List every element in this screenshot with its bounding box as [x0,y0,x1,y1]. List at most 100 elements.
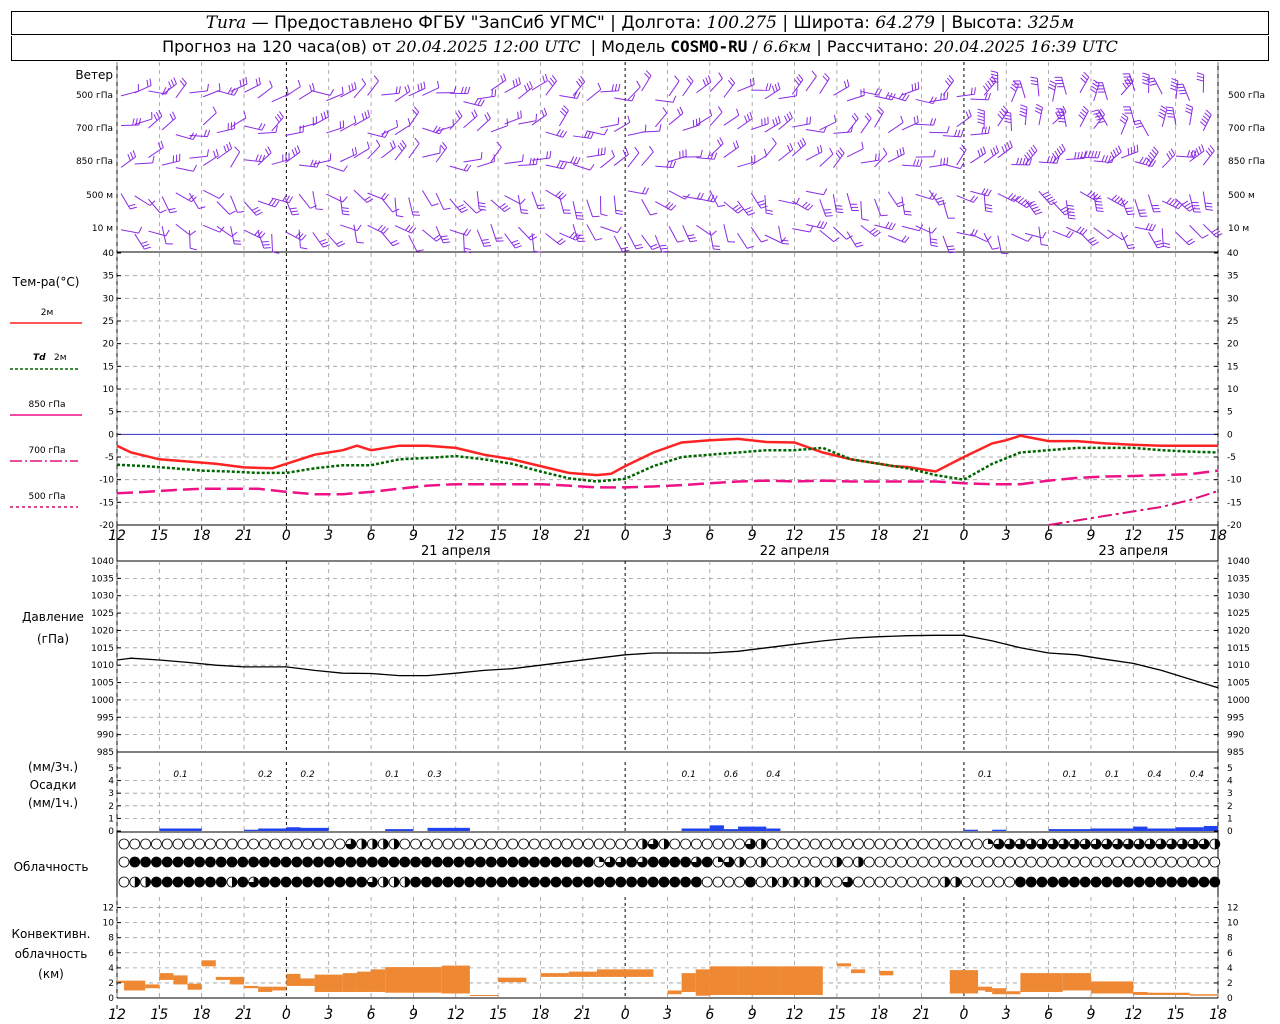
wind-barb-feather [1046,155,1050,163]
wind-barb-feather [513,242,521,246]
wind-barb-shaft [394,197,398,216]
convective-bar [159,973,174,980]
cloud-symbol [917,876,929,888]
alt-label: Высота: [951,13,1023,33]
conv-xtick-label: 15 [1167,1007,1185,1023]
wind-barb-feather [960,162,965,169]
pressure-unit: (гПа) [37,632,69,646]
wind-barb-shaft [216,128,235,134]
wind-barb-feather [775,117,778,125]
wind-barb-shaft [641,198,651,216]
wind-barb-shaft [326,93,344,102]
cloud-symbol-fill [804,877,810,887]
wind-barb-feather [1042,231,1047,239]
wind-barb-feather [420,82,423,90]
cloud-symbol [593,876,605,888]
cloud-symbol-fill [232,877,237,887]
temp-ytick-right: -20 [1227,521,1242,531]
wind-barb-feather [916,115,919,123]
wind-barb-feather [1136,125,1144,129]
wind-barb-shaft [805,76,817,92]
wind-barb-shaft [627,152,640,168]
wind-barb-feather [763,148,767,156]
temp-xtick-label: 9 [1087,528,1096,544]
wind-barb-shaft [422,87,439,96]
wind-barb-feather [811,70,817,77]
wind-barb-feather [356,241,364,244]
wind-barb-feather [1111,194,1118,201]
cloud-symbol [226,838,238,850]
wind-barb-feather [804,203,811,209]
cloud-symbol-fill [1166,839,1177,849]
cloud-symbol [982,856,994,868]
cloud-symbol [280,876,292,888]
wind-barb-feather [713,248,721,251]
conv-ytick-left: 4 [108,964,114,974]
wind-barb-feather [127,153,131,161]
wind-barb-feather [329,88,335,96]
pressure-ytick-left: 995 [97,713,114,723]
wind-barb-feather [819,221,825,228]
wind-barb-feather [286,87,289,95]
wind-barb-feather [667,203,674,210]
wind-barb-feather [383,227,389,234]
temp-ytick-left: 15 [103,362,114,372]
wind-barb-feather [1029,203,1037,207]
wind-barb-feather [1126,210,1134,213]
wind-barb-feather [1151,160,1157,167]
temp-xtick-label: 21 [913,528,931,544]
cloud-symbol [788,838,799,850]
wind-barb-shaft [367,145,381,160]
temp-ytick-right: 20 [1227,340,1239,350]
wind-barb-feather [1199,121,1206,127]
wind-barb-feather [888,222,893,229]
wind-barb-feather [279,111,284,118]
wind-barb-feather [1068,214,1076,217]
wind-barb-feather [437,80,440,88]
cloud-symbol [1036,856,1048,868]
convective-bar [540,973,569,977]
wind-barb-shaft [1010,113,1012,132]
conv-xtick-label: 3 [1002,1007,1011,1023]
wind-barb-feather [377,224,383,231]
wind-barb-feather [992,247,1000,250]
wind-level-500m: 500 м [86,191,113,201]
wind-barb-shaft [230,195,238,213]
cloud-symbol [1133,856,1145,868]
wind-barb-feather [397,145,403,152]
wind-barb-feather [1007,193,1014,200]
wind-barb-shaft [463,115,478,129]
wind-barb-shaft [833,131,852,134]
cloud-symbol-fill [1080,839,1091,849]
wind-barb-feather [866,112,872,119]
cloud-symbol [1101,856,1113,868]
cloud-symbol [150,856,162,868]
cloud-symbol [820,838,832,850]
wind-barb-feather [587,131,591,139]
wind-barb-feather [916,159,920,167]
day-label: 23 апреля [1099,544,1169,559]
wind-barb-feather [1158,111,1166,117]
wind-barb-shaft [490,125,508,133]
wind-barb-feather [1171,77,1179,82]
wind-barb-feather [570,156,575,163]
cloud-symbol-fill [404,877,410,887]
cloud-symbol [745,876,756,888]
wind-barb-shaft [189,90,208,94]
pressure-ytick-right: 1000 [1227,696,1250,706]
wind-barb-feather [1115,147,1120,155]
cloud-symbol [1177,856,1188,868]
wind-barb-feather [823,188,828,195]
precip-3h-label: 0.1 [682,770,696,780]
wind-barb-feather [1033,208,1041,213]
wind-barb-feather [985,207,993,210]
wind-barb-shaft [1093,227,1109,240]
wind-barb-feather [1087,236,1095,242]
cloud-symbol [129,856,141,868]
wind-barb-feather [1207,147,1213,154]
cloud-symbol [701,876,713,888]
wind-barb-shaft [846,118,859,134]
cloud-symbol [410,838,422,850]
wind-barb-feather [634,146,640,154]
wind-barb-feather [1061,143,1066,151]
